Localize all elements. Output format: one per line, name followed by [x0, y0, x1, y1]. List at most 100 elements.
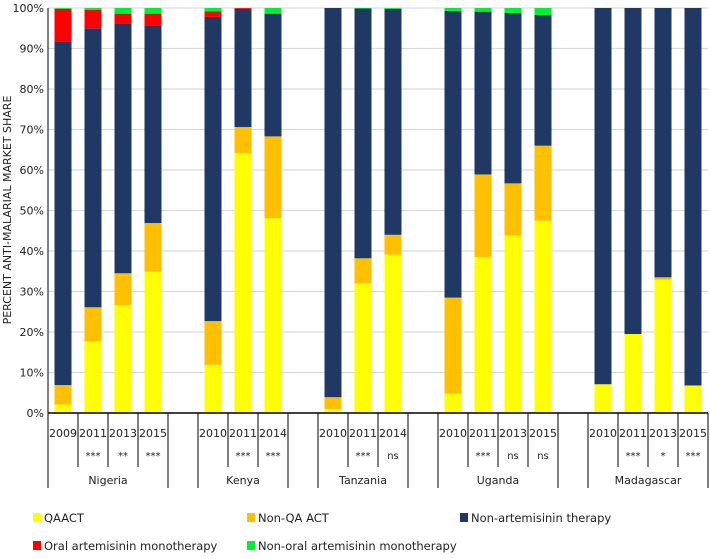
bar-segment-qaact — [114, 305, 132, 413]
significance-label: ns — [507, 451, 519, 462]
x-year-label: 2010 — [319, 427, 347, 440]
legend-swatch — [247, 513, 255, 522]
bar-segment-non-qa-act — [114, 273, 132, 306]
bar-segment-non-artemisinin-therapy — [594, 8, 612, 385]
bar-segment-qaact — [474, 257, 492, 413]
y-tick-label: 50% — [20, 205, 44, 218]
y-tick-label: 90% — [20, 43, 44, 56]
bar-segment-non-artemisinin-therapy — [54, 41, 72, 386]
bar-segment-non-artemisinin-therapy — [354, 8, 372, 259]
bar-segment-non-oral-artemisinin-monotherapy — [384, 8, 402, 9]
y-tick-label: 70% — [20, 124, 44, 137]
x-year-label: 2011 — [469, 427, 497, 440]
legend-swatch — [33, 513, 41, 522]
bar-segment-non-artemisinin-therapy — [504, 12, 522, 184]
bar-segment-non-oral-artemisinin-monotherapy — [204, 8, 222, 12]
x-year-label: 2011 — [619, 427, 647, 440]
legend-label: QAACT — [44, 511, 85, 525]
bar-segment-non-artemisinin-therapy — [444, 10, 462, 298]
bar-segment-non-artemisinin-therapy — [264, 13, 282, 137]
bar-segment-qaact — [624, 334, 642, 413]
significance-label: *** — [146, 451, 161, 462]
bar-segment-non-qa-act — [354, 258, 372, 283]
bar-segment-non-qa-act — [144, 223, 162, 272]
bar-segment-non-qa-act — [654, 277, 672, 280]
bar-segment-non-qa-act — [84, 307, 102, 342]
bar-segment-qaact — [504, 235, 522, 413]
x-year-label: 2011 — [79, 427, 107, 440]
bar-segment-non-artemisinin-therapy — [624, 8, 642, 335]
bar-segment-oral-artemisinin-monotherapy — [114, 13, 132, 24]
bar-segment-non-artemisinin-therapy — [324, 8, 342, 398]
bar-segment-non-oral-artemisinin-monotherapy — [114, 8, 132, 14]
bar-segment-oral-artemisinin-monotherapy — [84, 10, 102, 29]
bar-segment-non-artemisinin-therapy — [654, 8, 672, 278]
bar-segment-qaact — [324, 408, 342, 413]
bar-segment-qaact — [204, 364, 222, 413]
x-year-label: 2014 — [379, 427, 407, 440]
bar-segment-non-artemisinin-therapy — [384, 8, 402, 235]
bar-segment-non-oral-artemisinin-monotherapy — [534, 8, 552, 15]
legend-label: Non-QA ACT — [258, 511, 330, 525]
bar-segment-non-qa-act — [384, 234, 402, 255]
bar-segment-qaact — [384, 254, 402, 413]
bar-segment-oral-artemisinin-monotherapy — [234, 8, 252, 9]
bar-segment-qaact — [234, 152, 252, 414]
x-year-label: 2015 — [529, 427, 557, 440]
bar-segment-non-artemisinin-therapy — [534, 14, 552, 146]
x-year-label: 2011 — [229, 427, 257, 440]
x-year-label: 2010 — [589, 427, 617, 440]
significance-label: *** — [86, 451, 101, 462]
x-year-label: 2015 — [139, 427, 167, 440]
y-tick-label: 0% — [27, 407, 44, 420]
x-year-label: 2014 — [259, 427, 287, 440]
legend-label: Non-oral artemisinin monotherapy — [258, 539, 457, 553]
x-year-label: 2013 — [499, 427, 527, 440]
significance-label: *** — [686, 451, 701, 462]
bar-segment-non-qa-act — [474, 174, 492, 258]
bar-segment-qaact — [534, 220, 552, 413]
bar-segment-qaact — [264, 218, 282, 413]
significance-label: *** — [626, 451, 641, 462]
y-tick-label: 100% — [13, 2, 44, 15]
bar-segment-qaact — [654, 279, 672, 413]
bar-segment-oral-artemisinin-monotherapy — [144, 13, 162, 26]
legend-label: Oral artemisinin monotherapy — [44, 539, 218, 553]
bar-segment-non-artemisinin-therapy — [84, 28, 102, 308]
bar-segment-non-oral-artemisinin-monotherapy — [474, 8, 492, 12]
bar-segment-non-oral-artemisinin-monotherapy — [84, 8, 102, 11]
significance-label: ns — [387, 451, 399, 462]
bar-segment-non-qa-act — [264, 136, 282, 219]
bar-segment-non-qa-act — [234, 127, 252, 153]
bar-segment-non-oral-artemisinin-monotherapy — [444, 8, 462, 11]
significance-label: *** — [236, 451, 251, 462]
bar-segment-non-qa-act — [204, 321, 222, 365]
y-tick-label: 20% — [20, 326, 44, 339]
bar-segment-non-artemisinin-therapy — [684, 8, 702, 386]
x-year-label: 2010 — [199, 427, 227, 440]
significance-label: ** — [118, 451, 128, 462]
bar-segment-non-artemisinin-therapy — [234, 8, 252, 128]
legend-swatch — [460, 513, 468, 522]
y-tick-label: 60% — [20, 164, 44, 177]
significance-label: ns — [537, 451, 549, 462]
bar-segment-non-qa-act — [504, 183, 522, 236]
bar-segment-non-artemisinin-therapy — [474, 11, 492, 175]
significance-label: *** — [476, 451, 491, 462]
y-tick-label: 30% — [20, 286, 44, 299]
bar-segment-non-oral-artemisinin-monotherapy — [54, 8, 72, 9]
significance-label: * — [661, 451, 666, 462]
bar-segment-qaact — [144, 271, 162, 413]
bar-segment-qaact — [444, 393, 462, 413]
y-tick-label: 80% — [20, 83, 44, 96]
x-country-label: Nigeria — [88, 474, 127, 487]
legend-swatch — [247, 541, 255, 550]
x-country-label: Madagascar — [615, 474, 682, 487]
bar-segment-non-qa-act — [324, 397, 342, 409]
bar-segment-qaact — [354, 282, 372, 413]
y-tick-label: 40% — [20, 245, 44, 258]
bar-segment-non-oral-artemisinin-monotherapy — [354, 8, 372, 9]
x-year-label: 2010 — [439, 427, 467, 440]
x-year-label: 2009 — [49, 427, 77, 440]
